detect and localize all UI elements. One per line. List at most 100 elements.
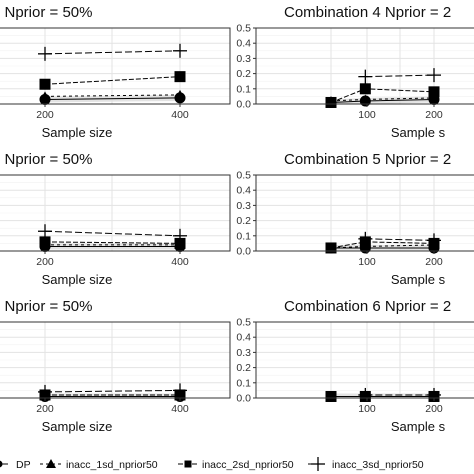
square-marker-1	[325, 242, 337, 254]
panel-title: 4 Nprior = 50%	[0, 4, 92, 21]
series-line-3	[44, 76, 181, 85]
y-tick-label: 0.2	[236, 215, 251, 227]
square-marker-1	[325, 96, 337, 108]
y-tick-label: 0.5	[236, 23, 251, 35]
legend: DP inacc_1sd_nprior50 inacc_2sd_nprior50 in…	[0, 457, 424, 471]
y-tick-label: 0.5	[236, 170, 251, 182]
panel-3: 5 Nprior = 50% 200 400 Sample size	[0, 151, 231, 287]
x-tick-label: 400	[171, 403, 189, 415]
y-tick-label: 0.3	[236, 200, 251, 212]
y-tick-label: 0.3	[236, 53, 251, 65]
panel-grid: 4 Nprior = 50% 200 400 Sample size Combinati…	[0, 4, 474, 434]
series-line-2	[330, 244, 435, 249]
series-line-2	[44, 94, 181, 97]
legend-item-3: inacc_2sd_nprior50	[178, 459, 294, 471]
panel-border	[255, 174, 474, 252]
square-marker-1	[39, 78, 51, 90]
x-tick-label: 400	[171, 109, 189, 121]
x-tick-label: 200	[425, 109, 443, 121]
square-marker-1	[39, 236, 51, 248]
y-tick-label: 0.3	[236, 347, 251, 359]
x-axis-label: Sample size	[42, 272, 113, 287]
legend-label: inacc_1sd_nprior50	[66, 459, 158, 471]
x-tick-label: 100	[358, 109, 376, 121]
plus-marker-1	[358, 231, 373, 246]
x-tick-label: 100	[358, 256, 376, 268]
square-marker-legend	[184, 460, 192, 468]
panel-6: Combination 6 Nprior = 2 100 200 0.0 0.1 0.2 0…	[236, 298, 474, 434]
panel-border	[0, 27, 231, 105]
y-tick-label: 0.1	[236, 377, 251, 389]
x-tick-label: 200	[36, 256, 54, 268]
panel-title: 5 Nprior = 50%	[0, 151, 92, 168]
ci-band	[45, 393, 180, 398]
x-axis-label: Sample s	[391, 125, 446, 140]
x-tick-label: 100	[358, 403, 376, 415]
panel-1: 4 Nprior = 50% 200 400 Sample size	[0, 4, 231, 140]
y-tick-label: 0.5	[236, 317, 251, 329]
x-axis-label: Sample s	[391, 272, 446, 287]
y-tick-label: 0.4	[236, 185, 251, 197]
triangle-marker-2	[360, 94, 371, 104]
legend-label: inacc_2sd_nprior50	[202, 459, 294, 471]
square-marker-2	[174, 71, 186, 83]
panel-border	[0, 321, 231, 399]
series-line-3	[44, 241, 181, 244]
x-axis-label: Sample size	[42, 419, 113, 434]
y-tick-label: 0.0	[236, 99, 251, 111]
x-tick-label: 200	[36, 109, 54, 121]
y-tick-label: 0.0	[236, 393, 251, 405]
series-line-4	[44, 389, 181, 393]
legend-item-4: inacc_3sd_nprior50	[308, 457, 424, 471]
x-axis-label: Sample size	[42, 125, 113, 140]
x-tick-label: 400	[171, 256, 189, 268]
legend-label: inacc_3sd_nprior50	[332, 459, 424, 471]
panel-4: Combination 5 Nprior = 2 100 200 0.0 0.1 0.2 0…	[236, 151, 474, 287]
panel-title: 6 Nprior = 50%	[0, 298, 92, 315]
plus-marker-2	[427, 68, 441, 83]
series-line-3	[330, 241, 435, 249]
x-tick-label: 200	[425, 256, 443, 268]
y-tick-label: 0.4	[236, 38, 251, 50]
plus-marker-1	[358, 387, 373, 402]
series-line-2	[330, 97, 435, 102]
triangle-marker-3	[429, 92, 439, 102]
plus-marker-1	[38, 384, 52, 399]
series-line-4	[44, 50, 181, 55]
panel-border	[255, 27, 474, 105]
y-tick-label: 0.1	[236, 83, 251, 95]
y-tick-label: 0.4	[236, 332, 251, 344]
plus-marker-legend	[311, 457, 325, 471]
panel-2: Combination 4 Nprior = 2 100 200 0.0 0.1 0.2 0…	[236, 4, 474, 140]
panel-title: Combination 4 Nprior = 2	[284, 4, 451, 21]
triangle-marker-1	[40, 91, 50, 101]
series-line-4	[44, 230, 181, 237]
y-tick-label: 0.0	[236, 246, 251, 258]
plus-marker-2	[173, 228, 187, 243]
x-tick-label: 200	[425, 403, 443, 415]
y-tick-label: 0.2	[236, 68, 251, 80]
x-axis-label: Sample s	[391, 419, 446, 434]
series-line-4	[365, 74, 435, 78]
square-marker-2	[174, 237, 186, 249]
panel-border	[255, 321, 474, 399]
ci-band	[331, 393, 434, 398]
panel-title: Combination 6 Nprior = 2	[284, 298, 451, 315]
legend-item-1: DP	[0, 459, 31, 471]
panel-title: Combination 5 Nprior = 2	[284, 151, 451, 168]
plus-marker-1	[358, 69, 373, 84]
triangle-marker-2	[175, 89, 185, 99]
series-line-1	[44, 97, 181, 100]
circle-marker-legend	[0, 460, 3, 468]
plus-marker-1	[38, 46, 52, 61]
series-line-4	[365, 238, 435, 241]
y-tick-label: 0.2	[236, 362, 251, 374]
y-tick-label: 0.1	[236, 230, 251, 242]
x-tick-label: 200	[36, 403, 54, 415]
plus-marker-2	[427, 233, 441, 248]
square-marker-3	[428, 86, 440, 98]
panel-5: 6 Nprior = 50% 200 400 Sample size	[0, 298, 231, 434]
plus-marker-2	[173, 43, 187, 58]
panel-border	[0, 174, 231, 252]
